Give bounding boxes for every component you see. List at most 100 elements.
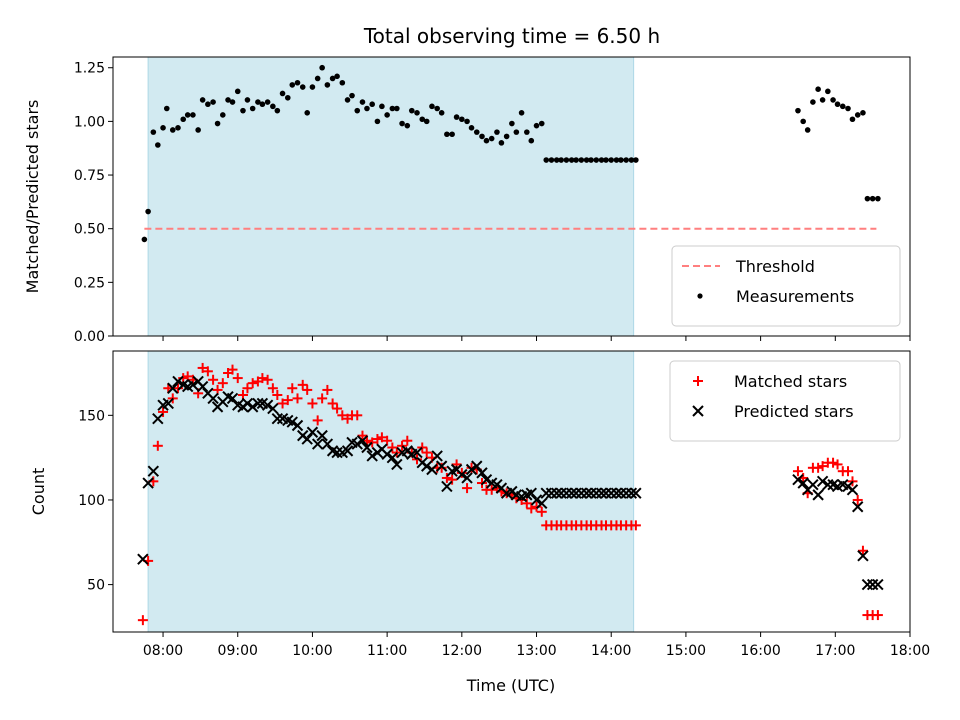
measurements-point [810, 99, 816, 105]
measurements-point [583, 157, 590, 163]
predicted-stars-point [560, 487, 573, 499]
measurements-point [220, 112, 226, 118]
predicted-stars-point-b [625, 487, 638, 499]
legend-marker [693, 376, 703, 386]
predicted-stars-point-b [450, 463, 463, 476]
predicted-stars-point-b [565, 487, 578, 499]
measurements-point [364, 105, 370, 112]
predicted-stars-point-b [476, 467, 488, 479]
predicted-stars-point [536, 497, 548, 510]
predicted-stars-point [625, 487, 638, 499]
matched-stars-point [232, 373, 243, 384]
measurements-point [444, 131, 450, 138]
measurements-point [503, 133, 510, 140]
matched-stars-point [322, 384, 333, 395]
predicted-stars-point [540, 487, 552, 499]
predicted-stars-point [187, 379, 199, 391]
measurements-point [319, 64, 325, 71]
predicted-stars-point-b [480, 473, 493, 486]
matched-stars-point [436, 462, 447, 473]
measurements-point [334, 73, 340, 80]
predicted-stars-point-b [241, 397, 254, 410]
predicted-stars-point-b [510, 489, 523, 501]
matched-stars-point [337, 410, 348, 421]
predicted-stars-point-b [301, 433, 313, 445]
legend: Matched stars Predicted stars [669, 360, 901, 442]
matched-stars-point [282, 395, 293, 406]
predicted-stars-point-b [316, 429, 328, 442]
x-tick-label: 12:00 [442, 643, 482, 659]
measurements-point [169, 127, 176, 133]
matched-stars-point [247, 378, 258, 389]
x-tick-label: 10:00 [292, 643, 332, 659]
predicted-stars-point-b [326, 445, 339, 457]
predicted-stars-point-b [391, 458, 403, 471]
measurements-point [795, 107, 801, 114]
x-tick-label: 15:00 [666, 643, 706, 659]
measurements-point [180, 116, 187, 123]
matched-stars-point [531, 501, 542, 512]
measurements-point [538, 120, 545, 127]
measurements-point [875, 195, 881, 202]
predicted-stars-point-b [246, 401, 259, 413]
matched-stars-point [327, 398, 338, 409]
predicted-stars-point-b [575, 487, 588, 499]
x-tick-label: 18:00 [890, 643, 930, 659]
measurements-point [384, 112, 390, 118]
predicted-stars-point [311, 438, 324, 450]
measurements-point [419, 116, 426, 123]
predicted-stars-point-b [807, 479, 819, 491]
measurements-point [468, 125, 475, 131]
predicted-stars-point [620, 487, 632, 499]
matched-stars-point [332, 403, 343, 414]
predicted-stars-point [575, 487, 588, 499]
y-tick-label: 0.25 [74, 275, 105, 291]
predicted-stars-point-b [137, 553, 149, 565]
measurements-point [359, 99, 366, 105]
predicted-stars-point-b [461, 472, 473, 484]
measurements-point [324, 82, 331, 88]
matched-stars-point [158, 406, 169, 417]
matched-stars-point [376, 432, 387, 443]
matched-stars-point [817, 461, 828, 472]
measurements-point [563, 157, 570, 163]
predicted-stars-point-b [147, 465, 160, 477]
matched-stars-point [357, 430, 368, 441]
measurements-point [839, 103, 846, 110]
y-tick-label: 0.50 [74, 222, 105, 238]
measurements-point [494, 129, 500, 135]
legend-label: Matched stars [734, 372, 847, 391]
matched-stars-point [832, 459, 843, 470]
predicted-stars-point-b [282, 414, 294, 427]
predicted-stars-point-b [837, 479, 849, 491]
measurements-point [593, 157, 600, 163]
predicted-stars-point-b [857, 550, 869, 562]
measurements-point [830, 97, 836, 103]
measurements-point [518, 110, 525, 116]
predicted-stars-point [471, 460, 483, 472]
matched-stars-point [521, 498, 532, 509]
measurements-point [633, 157, 639, 163]
matched-stars-point [387, 442, 398, 453]
predicted-stars-point-b [797, 477, 809, 489]
predicted-stars-point [162, 397, 174, 410]
predicted-stars-point-b [852, 501, 864, 513]
predicted-stars-point-b [286, 416, 298, 428]
x-tick-label: 11:00 [367, 643, 407, 659]
matched-stars-point [262, 374, 273, 385]
measurements-point [459, 116, 465, 123]
legend-label: Measurements [736, 287, 854, 306]
predicted-stars-point-b [381, 448, 393, 460]
measurements-point [270, 103, 276, 110]
measurements-point [210, 99, 216, 105]
matched-stars-point [202, 366, 213, 377]
predicted-stars-point-b [142, 477, 154, 489]
predicted-stars-point-b [386, 451, 399, 464]
y-axis-label: Count [29, 468, 48, 516]
measurements-point [815, 86, 821, 92]
measurements-point [825, 88, 831, 95]
predicted-stars-point-b [276, 413, 289, 425]
measurements-point [349, 92, 355, 99]
predicted-stars-point-b [271, 413, 284, 425]
x-tick-label: 16:00 [740, 643, 780, 659]
